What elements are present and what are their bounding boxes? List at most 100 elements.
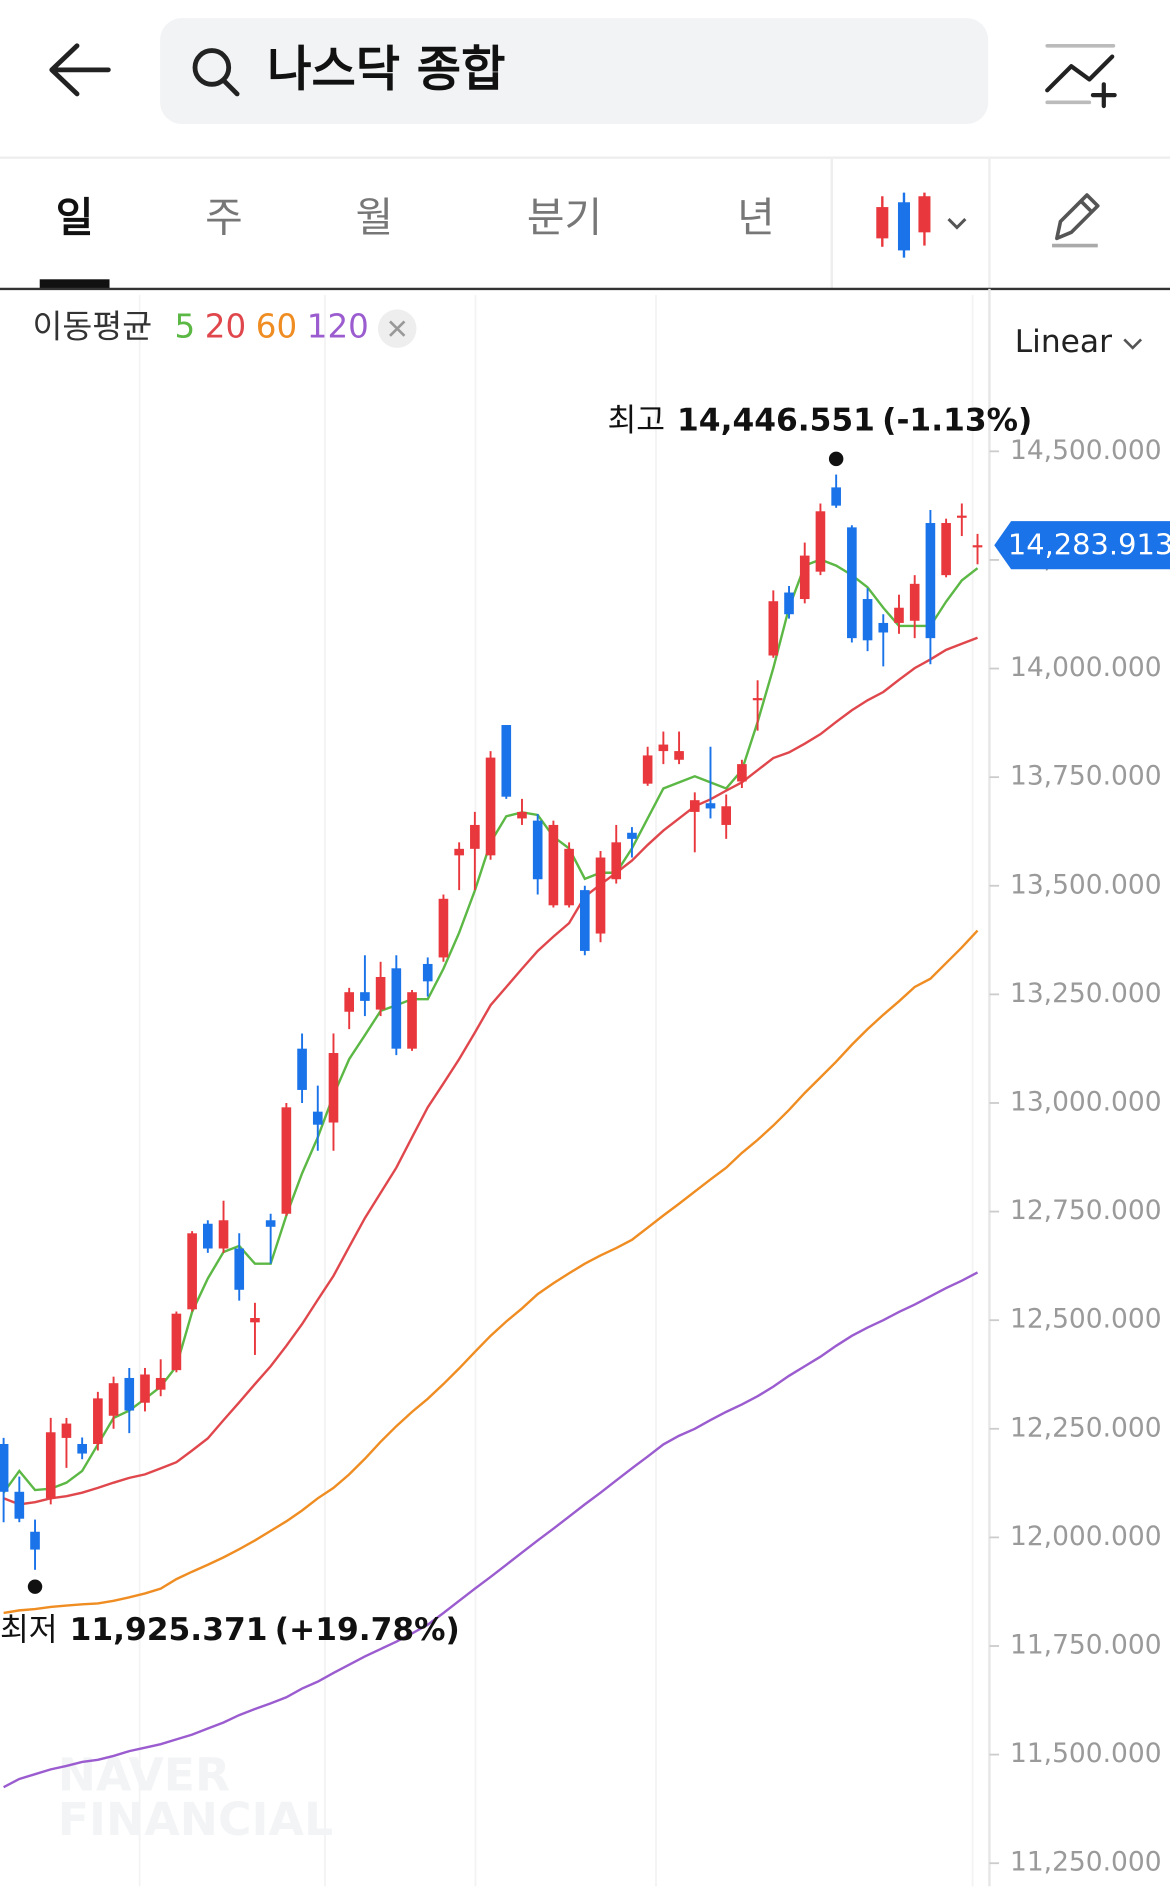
candle-body [768, 601, 779, 656]
candle-body [124, 1377, 135, 1411]
y-tick-label: 12,250.000 [1010, 1412, 1162, 1443]
tab[interactable]: 월 [356, 193, 394, 241]
candle-body [941, 523, 951, 576]
y-tick-label: 13,750.000 [1010, 761, 1162, 792]
candle-body [77, 1443, 87, 1454]
legend-entry: 5 [174, 308, 195, 346]
tab[interactable]: 주 [205, 193, 243, 241]
y-tick-label: 14,000.000 [1010, 652, 1162, 683]
candle-body [532, 820, 543, 880]
watermark: NAVER [58, 1748, 230, 1801]
candle-body [360, 992, 370, 1001]
candle-body [752, 698, 763, 701]
candle-body [689, 800, 700, 812]
time-grid [138, 294, 974, 1887]
candle-body [45, 1432, 56, 1499]
candle-body [501, 725, 512, 797]
annotation-change: (-1.13%) [882, 403, 1032, 439]
y-tick-label: 12,500.000 [1010, 1304, 1162, 1335]
candle-body [925, 523, 936, 639]
candle-body [344, 992, 355, 1012]
search-box[interactable] [160, 18, 989, 125]
y-tick-label: 13,500.000 [1010, 869, 1162, 900]
y-tick-label: 13,250.000 [1010, 978, 1162, 1009]
candle-body [627, 832, 637, 839]
candle-body [265, 1220, 276, 1227]
candle-body [297, 1048, 307, 1090]
last-price-tag [994, 521, 1170, 570]
candle-body [909, 583, 920, 621]
legend-close[interactable] [377, 309, 417, 348]
candle-body [375, 976, 386, 1010]
candle-body [658, 744, 669, 752]
legend-entry: 20 [205, 308, 246, 346]
candle-body [30, 1531, 40, 1550]
candle-body [234, 1248, 245, 1290]
candle-body [312, 1111, 323, 1125]
tab[interactable]: 일 [56, 193, 94, 241]
annotation-label: 최저 [0, 1612, 58, 1648]
tab-indicator [39, 279, 110, 289]
candle-body [0, 1443, 9, 1492]
chart-type-button[interactable] [876, 192, 967, 258]
add-indicator-button[interactable] [1045, 43, 1117, 109]
candle-body [642, 755, 653, 784]
candle-body [250, 1318, 260, 1323]
candle-body [611, 842, 622, 880]
candle-body [721, 806, 732, 825]
extreme-marker [828, 451, 844, 467]
extreme-annotation: 최고 14,446.551 (-1.13%) [607, 403, 1032, 439]
last-price-label: 14,283.913 [1008, 527, 1170, 561]
candle-body [674, 751, 684, 760]
candle-body [171, 1313, 182, 1371]
y-tick-label: 14,500.000 [1010, 435, 1162, 466]
candle-body [281, 1107, 292, 1214]
candle-body [784, 592, 794, 615]
y-tick-label: 11,500.000 [1010, 1738, 1162, 1769]
candle-body [862, 599, 873, 641]
legend-entry: 120 [307, 308, 369, 346]
candle-body [328, 1053, 339, 1123]
candle-body [815, 511, 826, 572]
candle-body [799, 555, 810, 600]
extreme-marker [27, 1579, 43, 1594]
candle-body [737, 764, 747, 782]
candle-body [485, 757, 496, 856]
search-icon [192, 48, 240, 97]
moving-average-line [3, 1271, 979, 1789]
draw-button[interactable] [1052, 193, 1100, 248]
candle-body [422, 963, 433, 982]
scale-selector[interactable]: Linear [1015, 324, 1112, 360]
y-tick-label: 13,000.000 [1010, 1086, 1162, 1117]
candle-body [580, 890, 590, 951]
annotation-change: (+19.78%) [275, 1612, 460, 1648]
y-tick-label: 11,750.000 [1010, 1630, 1162, 1661]
annotation-value: 11,925.371 [70, 1612, 268, 1648]
legend-entry: 60 [256, 308, 297, 346]
extreme-annotation: 최저 11,925.371 (+19.78%) [0, 1612, 460, 1648]
back-button[interactable] [49, 43, 111, 97]
dropdown-chevron[interactable] [1123, 338, 1143, 350]
candle-body [61, 1423, 72, 1438]
candle-body [391, 968, 402, 1049]
candle-body [218, 1220, 229, 1249]
candle-body [140, 1374, 150, 1403]
candle-body [564, 848, 574, 906]
candle-body [187, 1233, 197, 1310]
candle-body [93, 1398, 103, 1444]
candle-body [705, 803, 716, 809]
moving-average-line [2, 558, 979, 1494]
candle-body [878, 622, 889, 633]
tab[interactable]: 년 [737, 193, 775, 241]
annotation-value: 14,446.551 [677, 403, 875, 439]
legend: 이동평균 5 20 60 120 [32, 308, 368, 346]
candle-body [548, 824, 559, 906]
candle-body [847, 527, 857, 639]
moving-average-line [3, 636, 978, 1506]
candle-body [831, 487, 841, 506]
moving-average-line [3, 929, 979, 1615]
y-tick-label: 12,000.000 [1010, 1521, 1162, 1552]
tab[interactable]: 분기 [527, 193, 602, 241]
